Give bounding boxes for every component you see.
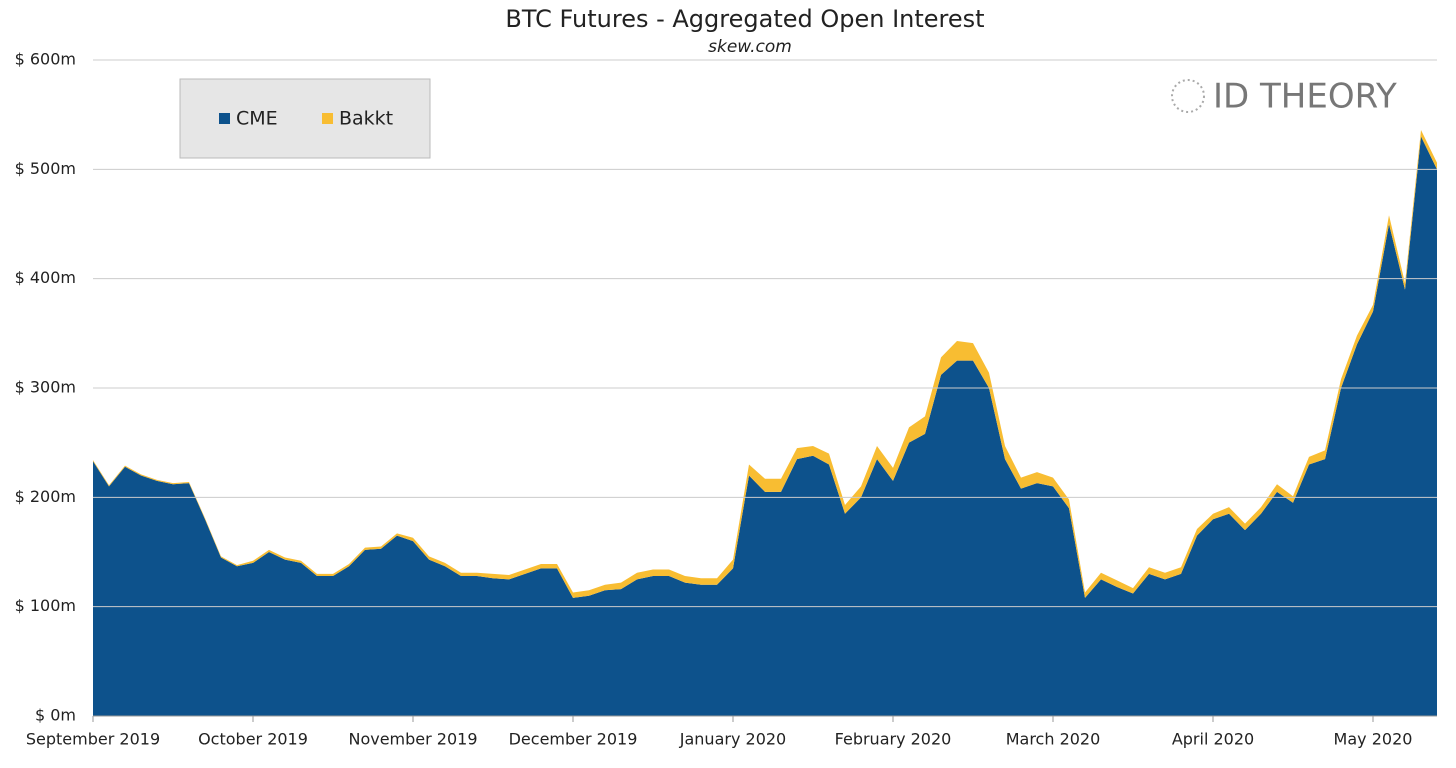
x-tick-label: May 2020: [1334, 730, 1413, 749]
logo: ID THEORY: [1171, 77, 1397, 117]
x-tick-label: March 2020: [1006, 730, 1101, 749]
x-tick-label: December 2019: [509, 730, 638, 749]
area: [93, 136, 1437, 717]
legend-swatch: [322, 113, 333, 124]
y-tick-label: $ 300m: [15, 378, 76, 397]
legend-label: Bakkt: [339, 108, 393, 130]
x-tick-label: October 2019: [198, 730, 308, 749]
y-tick-label: $ 400m: [15, 268, 76, 287]
chart-subtitle: skew.com: [708, 37, 792, 57]
y-tick-label: $ 0m: [35, 706, 76, 725]
chart-title: BTC Futures - Aggregated Open Interest: [505, 5, 984, 33]
x-tick-label: November 2019: [348, 730, 477, 749]
y-tick-label: $ 600m: [15, 50, 76, 69]
legend-label: CME: [236, 108, 278, 130]
y-tick-label: $ 100m: [15, 596, 76, 615]
legend-swatch: [219, 113, 230, 124]
x-tick-label: April 2020: [1172, 730, 1254, 749]
y-tick-label: $ 200m: [15, 487, 76, 506]
x-tick-label: February 2020: [835, 730, 952, 749]
x-tick-label: January 2020: [679, 730, 786, 749]
watermark: ID THEORY: [1213, 77, 1397, 117]
x-tick-label: September 2019: [26, 730, 160, 749]
y-tick-label: $ 500m: [15, 159, 76, 178]
